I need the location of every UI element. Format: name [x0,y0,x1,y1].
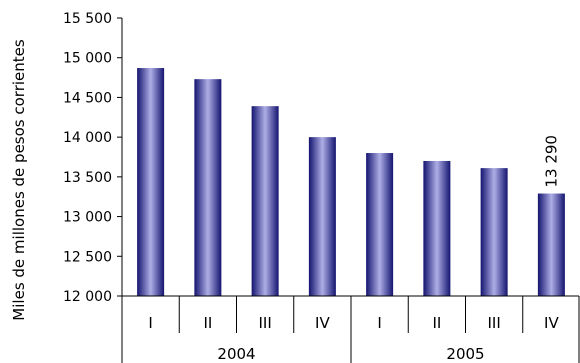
x-tick-label: IV [315,314,330,332]
bar [251,106,279,296]
x-tick-label: II [432,314,441,332]
x-tick-label: I [148,314,152,332]
bar [423,160,451,296]
x-tick-label: III [487,314,500,332]
x-tick-label: IV [544,314,559,332]
data-label: 13 290 [542,135,560,188]
bar [308,137,336,296]
y-tick-label: 15 000 [63,51,112,67]
bar [480,168,508,296]
x-tick-label: III [258,314,271,332]
bar [366,153,394,296]
bar [137,68,165,296]
y-tick-label: 12 500 [63,249,112,265]
y-axis-label: Miles de millones de pesos corrientes [10,39,28,321]
bars [137,68,565,296]
y-tick-label: 13 000 [63,210,112,226]
y-axis: 12 000 12 500 13 000 13 500 14 000 14 500 15 0… [63,11,123,305]
x-tick-label: I [377,314,381,332]
bar [537,193,565,296]
y-tick-label: 12 000 [63,289,112,305]
y-tick-label: 14 500 [63,90,112,106]
group-label: 2004 [217,345,255,363]
data-labels: 13 290 [542,135,560,188]
y-tick-label: 15 500 [63,11,112,27]
y-tick-label: 14 000 [63,130,112,146]
bar [194,79,222,296]
y-tick-label: 13 500 [63,170,112,186]
x-tick-label: II [203,314,212,332]
group-label: 2005 [446,345,484,363]
